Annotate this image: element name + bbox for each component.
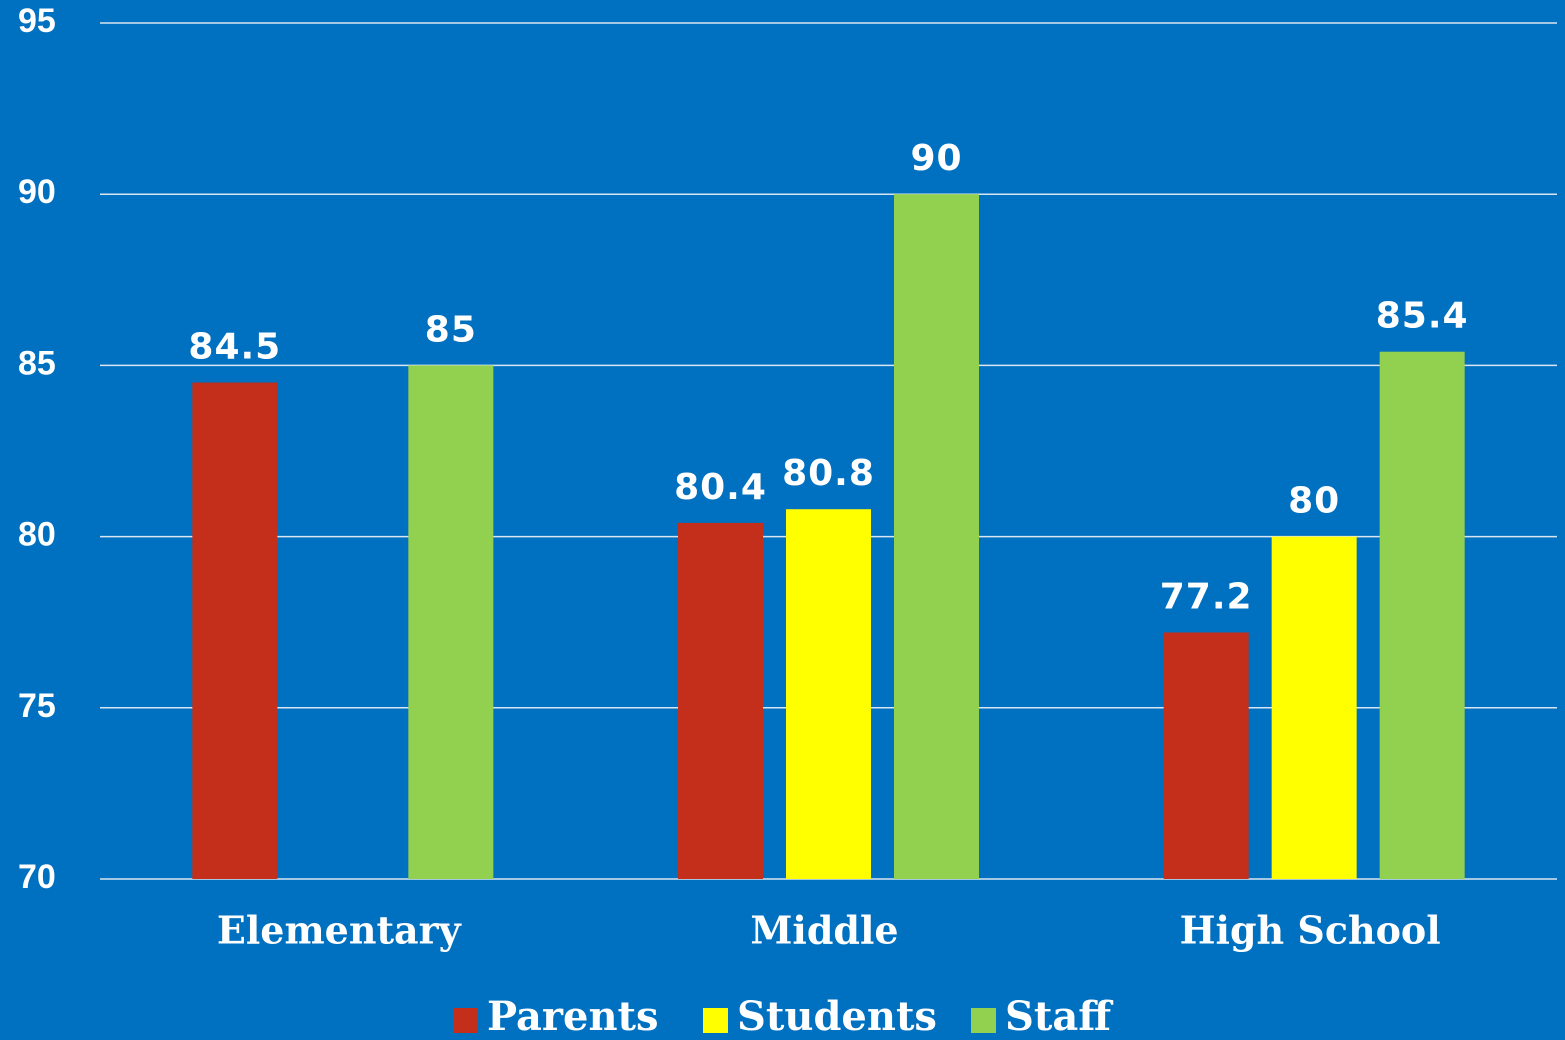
value-label: 85 bbox=[425, 309, 477, 350]
legend-label: Parents bbox=[487, 993, 659, 1040]
x-tick-label: Middle bbox=[750, 908, 898, 953]
value-label: 80 bbox=[1288, 481, 1340, 522]
y-tick-label: 80 bbox=[18, 516, 56, 554]
y-tick-label: 70 bbox=[18, 858, 56, 896]
value-label: 80.4 bbox=[674, 467, 767, 508]
value-label: 84.5 bbox=[188, 327, 281, 368]
bar bbox=[1379, 351, 1465, 880]
bar bbox=[678, 522, 763, 879]
y-tick-label: 90 bbox=[18, 173, 56, 211]
legend-swatch bbox=[971, 1008, 996, 1033]
value-label: 85.4 bbox=[1376, 296, 1469, 337]
x-tick-label: High School bbox=[1180, 908, 1441, 953]
legend-swatch bbox=[703, 1008, 728, 1033]
value-label: 90 bbox=[910, 138, 962, 179]
bar bbox=[786, 509, 871, 879]
y-tick-label: 75 bbox=[18, 687, 56, 725]
legend-label: Staff bbox=[1005, 993, 1113, 1040]
value-label: 77.2 bbox=[1160, 576, 1253, 617]
bar bbox=[1271, 536, 1357, 879]
y-tick-label: 95 bbox=[18, 2, 56, 40]
bar bbox=[192, 382, 278, 879]
bar bbox=[894, 194, 979, 879]
bar bbox=[408, 365, 494, 879]
legend-label: Students bbox=[737, 993, 937, 1040]
value-label: 80.8 bbox=[782, 453, 875, 494]
bar bbox=[1163, 632, 1249, 879]
legend-swatch bbox=[453, 1008, 478, 1033]
x-tick-label: Elementary bbox=[217, 908, 462, 953]
y-tick-label: 85 bbox=[18, 344, 56, 382]
